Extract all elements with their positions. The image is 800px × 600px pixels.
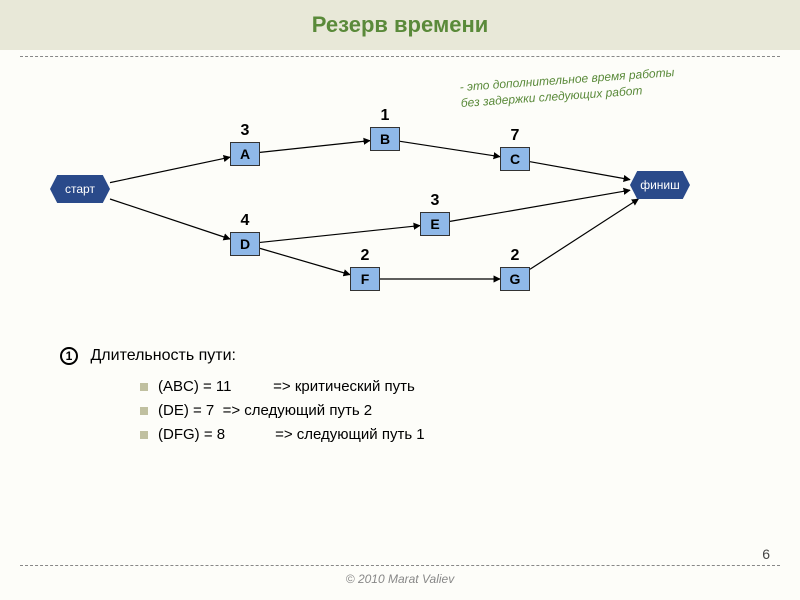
edge-D-E — [260, 226, 420, 243]
divider-top — [20, 56, 780, 57]
list-item: (DFG) = 8 => следующий путь 1 — [140, 423, 780, 447]
node-weight-B: 1 — [381, 107, 390, 125]
node-weight-F: 2 — [361, 247, 370, 265]
edge-E-finish — [450, 190, 630, 221]
page-number: 6 — [762, 546, 770, 562]
hex-node-start: старт — [50, 175, 110, 203]
node-weight-G: 2 — [511, 247, 520, 265]
edge-C-finish — [530, 162, 630, 180]
node-F: F — [350, 267, 380, 291]
node-weight-C: 7 — [511, 127, 520, 145]
edge-start-A — [110, 157, 230, 182]
node-E: E — [420, 212, 450, 236]
edge-G-finish — [530, 199, 638, 269]
page-title: Резерв времени — [312, 12, 489, 38]
node-C: C — [500, 147, 530, 171]
node-weight-D: 4 — [241, 212, 250, 230]
header-band: Резерв времени — [0, 0, 800, 50]
network-diagram: - это дополнительное время работыбез зад… — [20, 67, 780, 327]
path-list: (ABC) = 11 => критический путь(DE) = 7 =… — [60, 375, 780, 447]
edge-start-D — [110, 199, 230, 239]
node-weight-A: 3 — [241, 122, 250, 140]
lead-number-icon: 1 — [60, 347, 78, 365]
annotation-text: - это дополнительное время работыбез зад… — [459, 62, 721, 111]
node-D: D — [230, 232, 260, 256]
content-block: 1 Длительность пути: (ABC) = 11 => крити… — [20, 347, 780, 447]
edge-A-B — [260, 141, 370, 153]
list-item: (ABC) = 11 => критический путь — [140, 375, 780, 399]
copyright: © 2010 Marat Valiev — [0, 572, 800, 586]
edge-B-C — [400, 141, 500, 156]
node-B: B — [370, 127, 400, 151]
edge-D-F — [260, 248, 350, 274]
lead-text: Длительность пути: — [90, 347, 236, 364]
node-weight-E: 3 — [431, 192, 440, 210]
list-item: (DE) = 7 => следующий путь 2 — [140, 399, 780, 423]
node-A: A — [230, 142, 260, 166]
node-G: G — [500, 267, 530, 291]
lead-line: 1 Длительность пути: — [60, 347, 780, 365]
hex-node-finish: финиш — [630, 171, 690, 199]
divider-bottom — [20, 565, 780, 566]
